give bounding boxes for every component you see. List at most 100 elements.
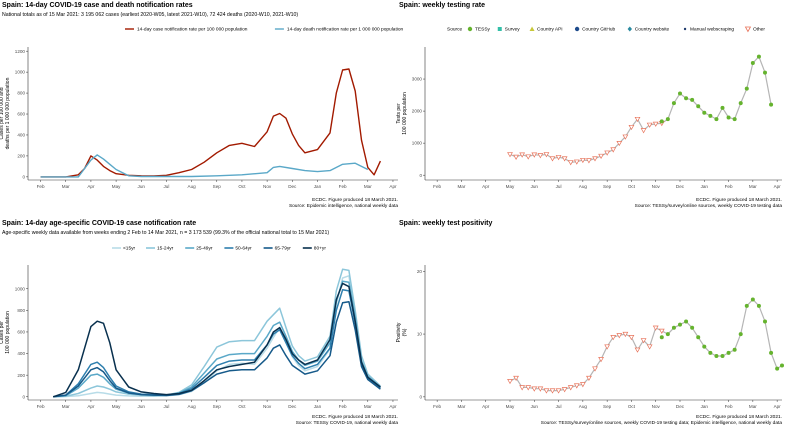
data-point-tessy [720, 354, 725, 359]
data-point-tessy [763, 319, 767, 324]
data-point-other [537, 153, 544, 159]
data-point-tessy [696, 335, 701, 340]
x-tick-label: Nov [652, 404, 661, 409]
data-point-tessy [720, 105, 725, 110]
y-axis-label: deaths per 1 000 000 population [5, 77, 11, 149]
data-point-other [658, 328, 665, 334]
y-tick-label: 200 [17, 373, 25, 378]
data-point-other [646, 122, 653, 128]
x-tick-label: Nov [263, 404, 272, 409]
chart-title: Spain: 14-day COVID-19 case and death no… [2, 2, 193, 9]
data-point-other [622, 134, 629, 140]
legend-label: Survey [505, 27, 521, 33]
legend-marker [627, 26, 632, 32]
data-point-tessy [702, 110, 707, 115]
x-tick-label: Nov [652, 184, 661, 189]
data-point-tessy [665, 117, 670, 122]
x-tick-label: Mar [457, 184, 465, 189]
data-point-other [604, 344, 611, 350]
x-tick-label: Sep [213, 184, 222, 189]
data-point-other [531, 386, 538, 392]
data-point-tessy [775, 366, 780, 371]
data-point-other [519, 152, 526, 158]
x-tick-label: Sep [603, 184, 612, 189]
data-point-tessy [708, 113, 713, 118]
y-axis-label: 100 000 population [402, 92, 408, 135]
y-tick-label: 0 [22, 174, 25, 179]
data-point-other [561, 156, 568, 162]
legend-label: 25-49yr [196, 246, 213, 252]
x-tick-label: Oct [238, 404, 246, 409]
data-point-tessy [684, 319, 689, 324]
data-point-other [507, 152, 513, 158]
data-point-other [537, 386, 544, 392]
data-point-other [513, 154, 519, 160]
data-point-other [586, 158, 592, 164]
y-tick-label: 20 [417, 269, 423, 274]
data-point-other [604, 150, 611, 156]
legend-marker [574, 26, 580, 32]
data-point-other [640, 338, 647, 344]
legend-label: <15yr [123, 246, 136, 252]
series-line [53, 300, 381, 398]
x-tick-label: Feb [37, 184, 45, 189]
series-line [52, 282, 381, 398]
data-point-other [616, 333, 623, 339]
x-tick-label: Jul [556, 184, 562, 189]
y-axis-label: Cases per 100 000 and [0, 87, 5, 139]
x-tick-label: Jul [163, 404, 169, 409]
data-point-other [592, 156, 598, 162]
y-tick-label: 0 [22, 394, 25, 399]
data-point-other [628, 124, 635, 131]
y-tick-label: 800 [17, 308, 25, 313]
trend-line [509, 298, 783, 392]
x-tick-label: Aug [579, 404, 588, 409]
panel-1: Spain: 14-day COVID-19 case and death no… [0, 2, 404, 209]
chart-caption: Source: Epidemic intelligence, national … [289, 203, 398, 209]
y-axis-label: 100 000 population [5, 311, 11, 354]
chart-caption: ECDC. Figure produced 18 March 2021. [696, 197, 782, 203]
x-tick-label: Oct [238, 184, 246, 189]
legend-marker [497, 27, 502, 31]
chart-caption: ECDC. Figure produced 18 March 2021. [312, 197, 398, 203]
panel-2: Spain: weekly testing rate 0 1000 2000 3000 F… [396, 2, 782, 209]
x-tick-label: Jan [701, 184, 709, 189]
x-tick-label: Jul [556, 404, 562, 409]
data-point-other [652, 121, 659, 127]
x-tick-label: Apr [482, 404, 490, 409]
x-tick-label: Apr [774, 184, 782, 189]
data-point-tessy [769, 350, 774, 355]
data-point-other [598, 153, 604, 159]
x-tick-label: Feb [339, 184, 347, 189]
data-point-other [573, 159, 580, 165]
x-tick-label: Mar [749, 184, 757, 189]
x-tick-label: Jun [531, 184, 539, 189]
x-tick-label: Apr [389, 184, 397, 189]
data-point-other [652, 325, 659, 331]
x-tick-label: Dec [676, 404, 685, 409]
data-point-tessy [744, 86, 749, 91]
data-point-tessy [671, 325, 676, 330]
x-tick-label: Feb [433, 184, 441, 189]
data-point-other [610, 147, 617, 153]
data-point-tessy [738, 101, 743, 106]
legend-label: 80+yr [314, 246, 327, 252]
x-tick-label: Dec [676, 184, 685, 189]
y-tick-label: 1000 [412, 141, 423, 146]
chart-caption: ECDC. Figure produced 18 March 2021. [312, 414, 398, 420]
x-tick-label: Aug [188, 184, 197, 189]
x-tick-label: Feb [37, 404, 45, 409]
data-point-tessy [696, 104, 701, 109]
data-point-other [634, 347, 641, 353]
data-point-other [543, 152, 550, 158]
y-tick-label: 3000 [412, 77, 423, 82]
y-tick-label: 2000 [412, 109, 423, 114]
x-tick-label: May [112, 404, 121, 409]
chart-title: Spain: 14-day age-specific COVID-19 case… [2, 220, 196, 227]
data-point-other [622, 331, 629, 338]
y-tick-label: 600 [17, 112, 25, 117]
series-line [53, 268, 381, 398]
y-tick-label: 400 [17, 351, 25, 356]
x-tick-label: May [112, 184, 121, 189]
